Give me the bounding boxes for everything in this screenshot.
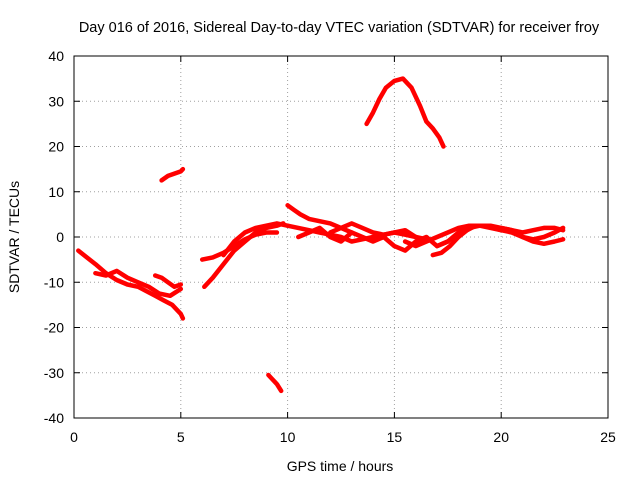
series-line-arc-6 (199, 230, 280, 262)
y-tick-label: -40 (44, 410, 64, 426)
y-axis-ticks: 40 30 20 10 0 -10 -20 -30 -40 (44, 48, 608, 426)
y-tick-label: 30 (48, 93, 64, 109)
series-line-arc-17 (364, 76, 446, 149)
x-tick-label: 0 (70, 429, 78, 445)
x-tick-label: 20 (493, 429, 509, 445)
y-tick-label: 10 (48, 184, 64, 200)
series-line-arc-8 (266, 372, 284, 394)
chart-title: Day 016 of 2016, Sidereal Day-to-day VTE… (79, 20, 600, 36)
x-tick-label: 10 (280, 429, 296, 445)
series-line-arc-2 (93, 268, 184, 299)
y-tick-label: 20 (48, 139, 64, 155)
series-line-arc-16 (498, 225, 566, 242)
series-line-arc-4 (159, 166, 186, 183)
x-axis-label: GPS time / hours (287, 458, 394, 474)
series-line-arc-12 (328, 221, 419, 240)
series-line-arc-7 (221, 221, 290, 258)
x-tick-label: 15 (387, 429, 403, 445)
series-group (76, 76, 566, 394)
series-line-arc-1 (76, 248, 186, 321)
y-tick-label: 0 (56, 229, 64, 245)
x-tick-label: 5 (177, 429, 185, 445)
x-tick-label: 25 (600, 429, 616, 445)
y-tick-label: -10 (44, 274, 64, 290)
y-tick-label: -30 (44, 365, 64, 381)
y-tick-label: 40 (48, 48, 64, 64)
series-line-arc-3 (152, 273, 184, 290)
y-axis-label: SDTVAR / TECUs (6, 181, 22, 293)
y-tick-label: -20 (44, 320, 64, 336)
series-line-arc-11 (296, 225, 451, 253)
x-axis-ticks: 0 5 10 15 20 25 (70, 56, 616, 445)
